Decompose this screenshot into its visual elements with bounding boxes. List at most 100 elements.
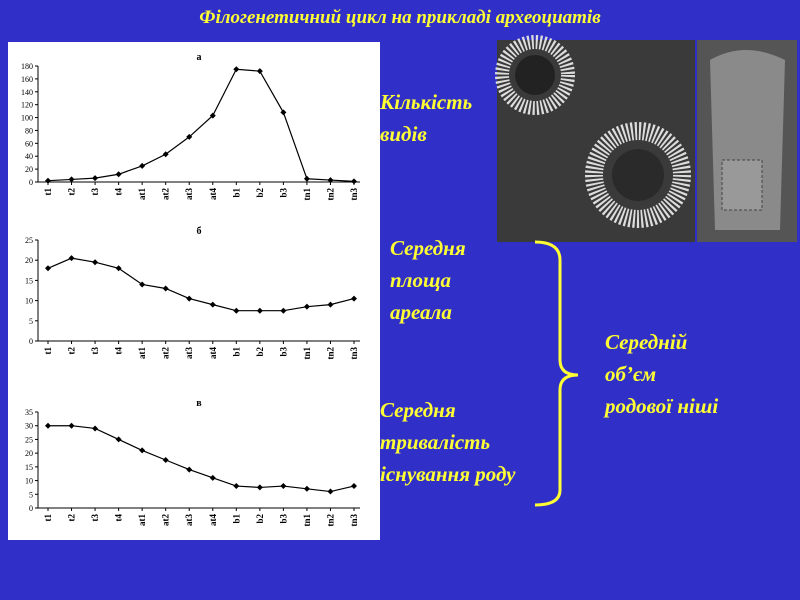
x-tick-label: at4: [208, 514, 218, 526]
data-point: [233, 307, 240, 314]
chart-panel: [8, 42, 380, 540]
label-line: площа: [390, 268, 451, 292]
x-tick-label: t1: [43, 514, 53, 522]
y-tick-label: 10: [25, 297, 33, 306]
x-tick-label: tn3: [349, 188, 359, 201]
brace: [534, 240, 579, 507]
species-label: Кількість видів: [380, 86, 472, 150]
x-tick-label: at1: [137, 514, 147, 526]
x-tick-label: b1: [231, 514, 241, 524]
y-tick-label: 5: [29, 317, 33, 326]
data-point: [256, 307, 263, 314]
chart-title: б: [197, 226, 202, 237]
label-line: видів: [380, 122, 427, 146]
x-tick-label: at4: [208, 188, 218, 200]
x-tick-label: tn2: [325, 347, 335, 360]
x-tick-label: b3: [278, 188, 288, 198]
x-tick-label: tn3: [349, 514, 359, 527]
x-tick-label: b1: [231, 347, 241, 357]
x-tick-label: tn1: [302, 188, 312, 201]
y-tick-label: 35: [25, 408, 33, 417]
data-point: [209, 301, 216, 308]
y-tick-label: 20: [25, 449, 33, 458]
data-line: [47, 257, 355, 312]
label-line: Середній: [605, 330, 688, 354]
y-tick-label: 25: [25, 236, 33, 245]
duration-label: Середня тривалість існування роду: [380, 394, 515, 490]
x-tick-label: t4: [114, 188, 124, 196]
x-tick-label: b2: [255, 188, 265, 198]
label-line: Середня: [390, 236, 466, 260]
data-point: [327, 301, 334, 308]
data-point: [45, 265, 51, 272]
x-tick-label: t2: [67, 514, 77, 522]
data-point: [327, 488, 334, 495]
data-point: [280, 483, 287, 490]
y-tick-label: 120: [21, 101, 33, 110]
data-point: [327, 177, 334, 184]
y-tick-label: 5: [29, 490, 33, 499]
y-tick-label: 15: [25, 276, 33, 285]
x-tick-label: at2: [161, 347, 171, 359]
x-tick-label: tn1: [302, 347, 312, 360]
chart-title: а: [197, 52, 202, 63]
data-point: [186, 466, 193, 473]
x-tick-label: at2: [161, 188, 171, 200]
label-line: родової ніші: [605, 394, 719, 418]
x-tick-label: t2: [67, 347, 77, 355]
data-point: [351, 295, 357, 302]
data-point: [186, 133, 193, 140]
x-tick-label: b1: [231, 188, 241, 198]
x-tick-label: at3: [184, 514, 194, 526]
x-tick-label: at3: [184, 347, 194, 359]
x-tick-label: b2: [255, 514, 265, 524]
y-tick-label: 0: [29, 337, 33, 346]
label-line: Середня: [380, 398, 456, 422]
data-point: [233, 66, 240, 73]
data-point: [139, 281, 146, 288]
data-point: [68, 422, 75, 429]
data-point: [45, 422, 51, 429]
x-tick-label: tn3: [349, 347, 359, 360]
label-line: тривалість: [380, 430, 491, 454]
label-line: існування роду: [380, 462, 516, 486]
data-point: [68, 176, 75, 183]
data-point: [115, 436, 122, 443]
x-tick-label: at1: [137, 188, 147, 200]
data-point: [115, 171, 122, 178]
x-tick-label: t3: [90, 514, 100, 522]
y-tick-label: 80: [25, 126, 33, 135]
data-point: [209, 474, 216, 481]
data-point: [92, 175, 99, 182]
y-tick-label: 25: [25, 435, 33, 444]
y-tick-label: 60: [25, 139, 33, 148]
y-tick-label: 160: [21, 75, 33, 84]
y-tick-label: 0: [29, 178, 33, 187]
data-line: [47, 68, 355, 182]
x-tick-label: b3: [278, 514, 288, 524]
data-point: [351, 483, 357, 490]
x-tick-label: t1: [43, 188, 53, 196]
data-point: [162, 457, 169, 463]
niche-label: Середній об’єм родової ніші: [605, 326, 718, 422]
x-tick-label: t3: [90, 188, 100, 196]
x-tick-label: t3: [90, 347, 100, 355]
y-tick-label: 20: [25, 256, 33, 265]
x-tick-label: t4: [114, 347, 124, 355]
y-tick-label: 30: [25, 422, 33, 431]
x-tick-label: b2: [255, 347, 265, 357]
x-tick-label: at3: [184, 188, 194, 200]
y-tick-label: 0: [29, 504, 33, 513]
y-tick-label: 10: [25, 477, 33, 486]
x-tick-label: at2: [161, 514, 171, 526]
x-tick-label: tn2: [325, 514, 335, 527]
data-point: [162, 285, 169, 292]
label-line: ареала: [390, 300, 452, 324]
x-tick-label: at1: [137, 347, 147, 359]
data-point: [256, 68, 263, 75]
data-point: [139, 162, 146, 169]
label-line: об’єм: [605, 362, 657, 386]
x-tick-label: t1: [43, 347, 53, 355]
data-point: [233, 483, 240, 490]
